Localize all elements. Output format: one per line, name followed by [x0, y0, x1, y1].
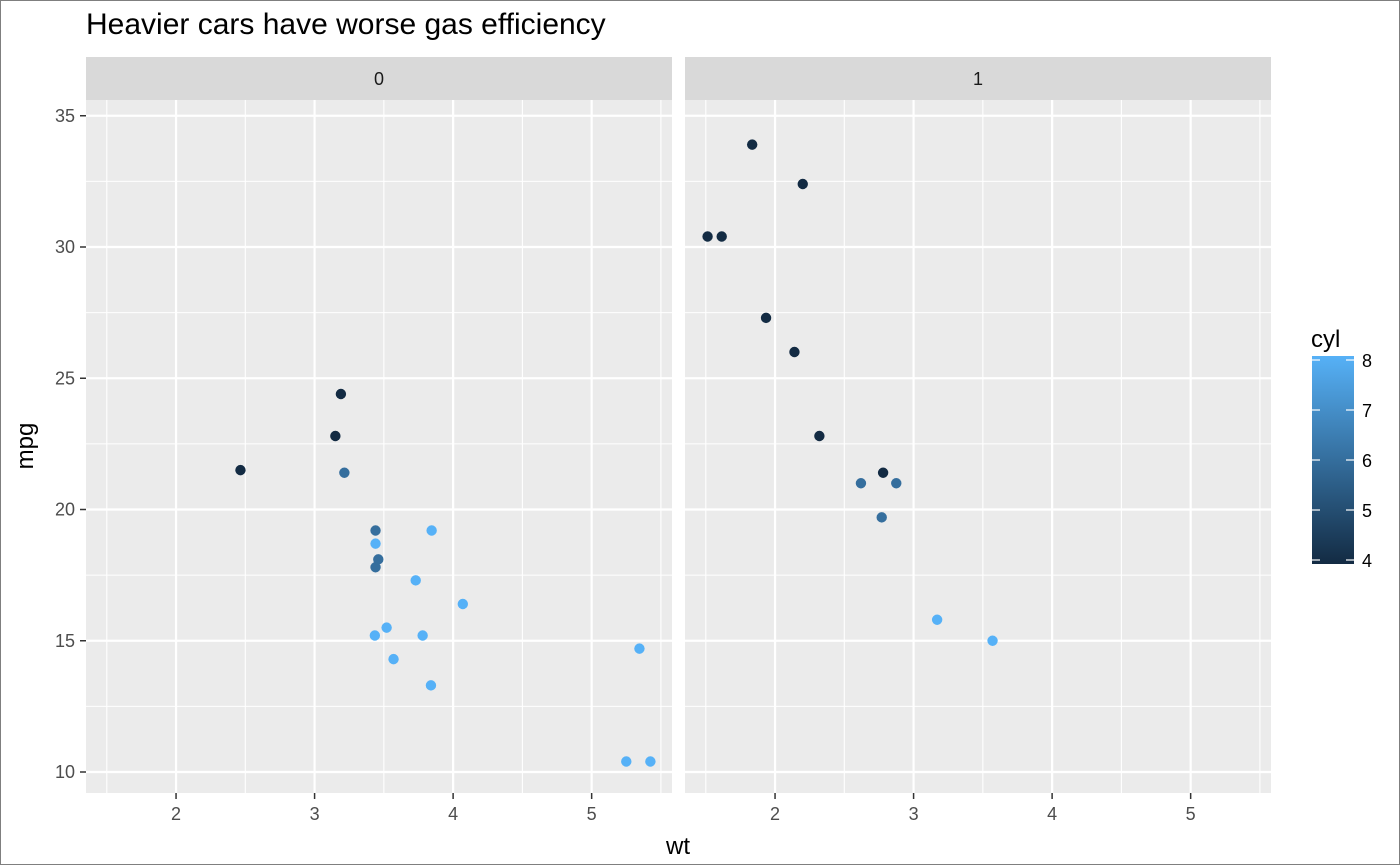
x-axis-label: wt: [665, 833, 690, 860]
scatter-point: [760, 312, 772, 324]
legend-ticks: 4 5 6 7 8: [1312, 351, 1372, 571]
scatter-point: [855, 478, 867, 489]
x-tick-label: 2: [770, 804, 780, 824]
scatter-point: [877, 467, 889, 478]
scatter-point: [702, 231, 713, 242]
panel-background: [685, 100, 1271, 793]
color-legend: cyl 4 5 6 7 8: [1311, 326, 1372, 571]
legend-tick-label: 6: [1362, 451, 1372, 471]
x-tick-label: 2: [171, 804, 181, 824]
y-tick-label: 35: [55, 106, 75, 126]
legend-tick-label: 4: [1362, 551, 1372, 571]
scatter-point: [426, 525, 437, 536]
scatter-point: [987, 635, 998, 646]
y-tick-label: 20: [55, 500, 75, 520]
facet-strip: [86, 57, 672, 100]
scatter-point: [370, 562, 381, 573]
scatter-point: [634, 643, 645, 654]
legend-tick-label: 5: [1362, 501, 1372, 521]
facet-strip-label: 1: [973, 69, 983, 89]
scatter-point: [339, 467, 350, 478]
scatter-point: [370, 538, 381, 549]
scatter-point: [417, 630, 428, 641]
chart-title: Heavier cars have worse gas efficiency: [86, 8, 606, 41]
panel-background: [86, 100, 672, 793]
facet-strip-label: 0: [374, 69, 384, 89]
x-tick-label: 5: [1186, 804, 1196, 824]
y-axis-label: mpg: [12, 423, 39, 470]
scatter-point: [373, 554, 384, 565]
y-tick-label: 30: [55, 237, 75, 257]
scatter-point: [235, 464, 246, 476]
scatter-point: [645, 756, 656, 767]
scatter-point: [621, 756, 632, 767]
scatter-point: [457, 598, 469, 610]
scatter-point: [425, 680, 437, 691]
scatter-point: [388, 653, 399, 665]
facet-panel-1: 1 2 3 4 5: [685, 57, 1271, 824]
x-tick-label: 5: [587, 804, 597, 824]
facet-panels: 0 2 3 4 5 10 15 20 25 30 35 1 2 3 4 5: [55, 57, 1271, 824]
scatter-point: [797, 178, 808, 190]
scatter-point: [369, 630, 381, 641]
scatter-point: [370, 525, 381, 536]
scatter-point: [335, 388, 347, 400]
scatter-point: [330, 430, 341, 442]
scatter-point: [381, 622, 392, 633]
scatter-point: [876, 512, 887, 523]
y-tick-label: 10: [55, 762, 75, 782]
facet-strip: [685, 57, 1271, 100]
scatter-point: [891, 478, 902, 489]
scatter-point: [814, 430, 825, 442]
y-tick-label: 25: [55, 368, 75, 388]
legend-tick-label: 7: [1362, 401, 1372, 421]
x-tick-label: 4: [448, 804, 458, 824]
x-tick-label: 3: [909, 804, 919, 824]
facet-panel-0: 0 2 3 4 5 10 15 20 25 30 35: [55, 57, 672, 824]
scatter-point: [716, 231, 727, 242]
scatter-point: [931, 614, 943, 625]
legend-tick-label: 8: [1362, 351, 1372, 371]
scatter-point: [789, 346, 800, 358]
legend-title: cyl: [1311, 326, 1340, 353]
x-tick-label: 3: [310, 804, 320, 824]
scatter-point: [746, 139, 758, 150]
scatter-point: [410, 575, 421, 586]
x-tick-label: 4: [1047, 804, 1057, 824]
y-tick-label: 15: [55, 631, 75, 651]
